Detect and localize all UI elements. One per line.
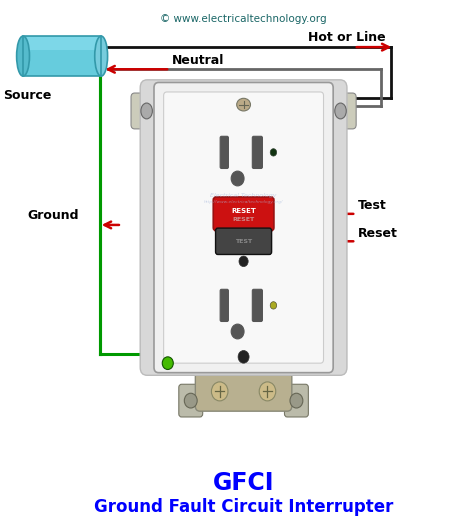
FancyBboxPatch shape [140, 80, 347, 375]
Circle shape [239, 256, 248, 267]
Circle shape [259, 382, 276, 401]
Circle shape [184, 393, 197, 408]
Ellipse shape [237, 98, 250, 111]
FancyBboxPatch shape [131, 93, 162, 129]
Text: Electrical Technology: Electrical Technology [210, 194, 277, 198]
FancyBboxPatch shape [216, 228, 272, 254]
Text: Ground Fault Circuit Interrupter: Ground Fault Circuit Interrupter [94, 498, 393, 516]
Circle shape [231, 324, 244, 339]
Ellipse shape [17, 36, 29, 76]
Circle shape [238, 351, 249, 363]
FancyBboxPatch shape [213, 197, 274, 231]
FancyBboxPatch shape [220, 289, 228, 322]
Ellipse shape [335, 103, 346, 119]
Ellipse shape [95, 36, 108, 76]
FancyBboxPatch shape [252, 289, 263, 322]
Text: Source: Source [3, 89, 52, 102]
Circle shape [231, 171, 244, 186]
Circle shape [270, 149, 277, 156]
Text: GFCI: GFCI [213, 471, 274, 496]
FancyBboxPatch shape [325, 93, 356, 129]
FancyBboxPatch shape [284, 384, 309, 417]
Text: Ground: Ground [27, 209, 79, 222]
Text: TEST: TEST [235, 239, 252, 244]
Text: Neutral: Neutral [173, 53, 225, 67]
Circle shape [162, 357, 173, 369]
Text: Test: Test [357, 199, 386, 212]
FancyBboxPatch shape [164, 92, 324, 363]
Circle shape [211, 382, 228, 401]
Bar [23, 37, 101, 50]
Text: RESET: RESET [233, 216, 255, 222]
FancyBboxPatch shape [195, 371, 292, 411]
Ellipse shape [141, 103, 152, 119]
FancyBboxPatch shape [154, 83, 333, 372]
Text: Hot or Line: Hot or Line [308, 32, 385, 44]
Text: © www.electricaltechnology.org: © www.electricaltechnology.org [160, 14, 327, 24]
Text: Reset: Reset [357, 227, 397, 240]
Text: RESET: RESET [231, 208, 256, 214]
Text: http://www.electricaltechnology.org/: http://www.electricaltechnology.org/ [204, 200, 283, 204]
FancyBboxPatch shape [252, 136, 263, 168]
Circle shape [270, 302, 277, 309]
FancyBboxPatch shape [220, 136, 228, 168]
FancyBboxPatch shape [23, 36, 101, 76]
FancyBboxPatch shape [179, 384, 203, 417]
Circle shape [290, 393, 303, 408]
